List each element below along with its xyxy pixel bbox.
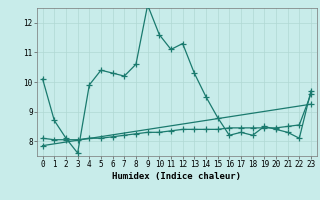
X-axis label: Humidex (Indice chaleur): Humidex (Indice chaleur) — [112, 172, 241, 181]
